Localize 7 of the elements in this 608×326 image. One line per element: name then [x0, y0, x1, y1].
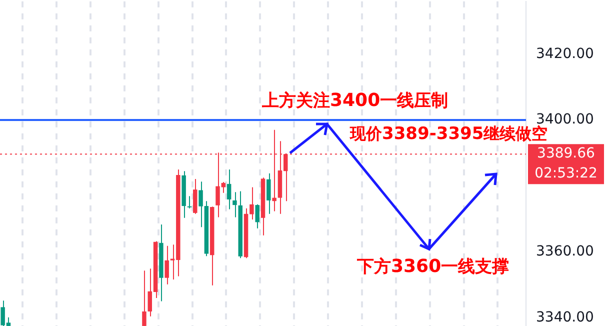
text: 02:53:22 — [534, 166, 598, 182]
y-tick-label: 3420.00 — [536, 46, 594, 62]
annotation: 下方3360一线支撑 — [357, 256, 510, 277]
y-tick-label: 3340.00 — [536, 309, 594, 326]
annotation: 上方关注3400一线压制 — [262, 90, 448, 111]
y-tick-label: 3360.00 — [536, 243, 594, 260]
ref-line-label: 3389.66 — [537, 146, 596, 162]
